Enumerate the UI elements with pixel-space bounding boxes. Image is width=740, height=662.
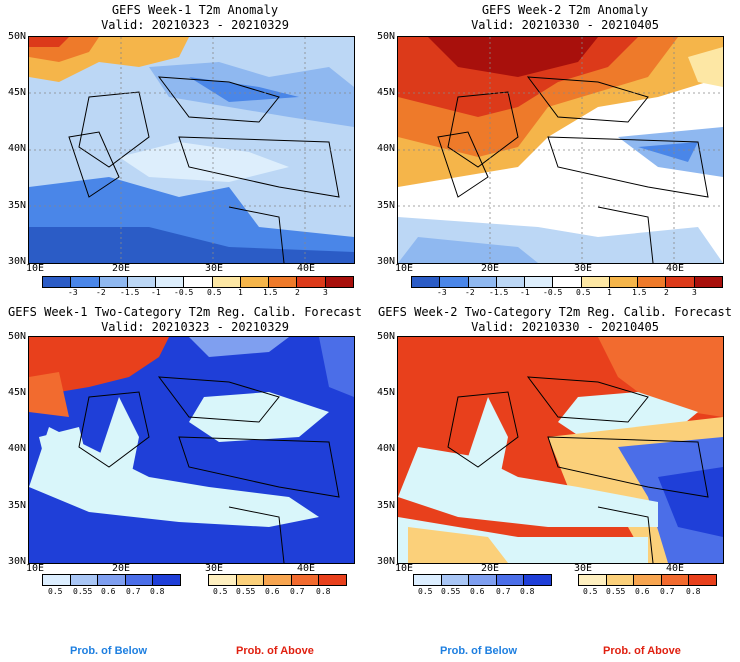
colorbar-tick: 0.5 [48,587,63,596]
y-label: 30N [7,556,26,567]
y-label: 35N [7,200,26,211]
y-label: 50N [7,31,26,42]
colorbar-tick: 0.55 [441,587,461,596]
prob-above-label: Prob. of Above [603,645,681,657]
colorbar-tick: -2 [96,288,106,297]
y-label: 45N [7,387,26,398]
colorbar-tick: -0.5 [174,288,194,297]
y-label: 50N [376,31,395,42]
y-label: 40N [7,143,26,154]
colorbar-tick: 0.7 [290,587,305,596]
colorbar-tick: 0.6 [101,587,116,596]
x-label: 40E [666,263,685,274]
colorbar-tick: 0.7 [496,587,511,596]
panel-title: GEFS Week-1 T2m Anomaly [111,3,279,17]
colorbar-tick: 0.55 [73,587,93,596]
panel-title: GEFS Week-1 Two-Category T2m Reg. Calib.… [7,305,362,319]
colorbar-tick: -2 [465,288,475,297]
colorbar-tick: 0.5 [583,587,598,596]
panel-valid: Valid: 20210323 - 20210329 [101,18,289,32]
panel-valid: Valid: 20210323 - 20210329 [101,320,289,334]
x-label: 30E [205,563,224,574]
colorbar-tick: 0.7 [126,587,141,596]
colorbar-tick: 1.5 [263,288,278,297]
x-label: 10E [395,563,414,574]
prob-below-label: Prob. of Below [440,645,517,657]
panel-title: GEFS Week-2 Two-Category T2m Reg. Calib.… [377,305,732,319]
x-label: 10E [26,563,45,574]
y-label: 40N [376,443,395,454]
y-label: 35N [7,500,26,511]
x-label: 30E [574,263,593,274]
colorbar-tick: 0.8 [686,587,701,596]
below-colorbar [413,574,552,586]
anomaly-colorbar [411,276,723,288]
y-label: 30N [7,256,26,267]
colorbar-tick: 0.5 [213,587,228,596]
x-label: 40E [297,563,316,574]
anomaly-map [397,36,724,264]
colorbar-tick: -0.5 [543,288,563,297]
prob-below-label: Prob. of Below [70,645,147,657]
colorbar-tick: 0.6 [265,587,280,596]
colorbar-tick: 0.55 [236,587,256,596]
y-label: 45N [376,387,395,398]
colorbar-tick: -1.5 [120,288,140,297]
colorbar-tick: 0.6 [470,587,485,596]
colorbar-tick: -1 [151,288,161,297]
colorbar-tick: 0.6 [635,587,650,596]
x-label: 20E [112,263,131,274]
colorbar-tick: 1 [238,288,243,297]
x-label: 20E [481,563,500,574]
colorbar-tick: -3 [68,288,78,297]
colorbar-tick: 0.8 [150,587,165,596]
above-colorbar [208,574,347,586]
y-label: 35N [376,200,395,211]
colorbar-tick: 0.5 [207,288,222,297]
y-label: 40N [376,143,395,154]
x-label: 40E [297,263,316,274]
x-label: 10E [26,263,45,274]
colorbar-tick: 2 [295,288,300,297]
anomaly-map [28,36,355,264]
colorbar-tick: 3 [323,288,328,297]
colorbar-tick: 0.55 [606,587,626,596]
x-label: 30E [574,563,593,574]
x-label: 20E [481,263,500,274]
colorbar-tick: -1 [520,288,530,297]
x-label: 40E [666,563,685,574]
y-label: 45N [376,87,395,98]
colorbar-tick: 0.8 [520,587,535,596]
y-label: 30N [376,556,395,567]
colorbar-tick: 0.5 [576,288,591,297]
x-label: 10E [395,263,414,274]
y-label: 35N [376,500,395,511]
panel-title: GEFS Week-2 T2m Anomaly [481,3,649,17]
panel-valid: Valid: 20210330 - 20210405 [471,320,659,334]
colorbar-tick: 2 [664,288,669,297]
y-label: 50N [7,331,26,342]
anomaly-colorbar [42,276,354,288]
colorbar-tick: 3 [692,288,697,297]
y-label: 30N [376,256,395,267]
colorbar-tick: 0.8 [316,587,331,596]
x-label: 20E [112,563,131,574]
colorbar-tick: 1 [607,288,612,297]
prob-above-label: Prob. of Above [236,645,314,657]
colorbar-tick: 0.7 [660,587,675,596]
x-label: 30E [205,263,224,274]
colorbar-tick: -1.5 [489,288,509,297]
y-label: 50N [376,331,395,342]
colorbar-tick: 1.5 [632,288,647,297]
colorbar-tick: 0.5 [418,587,433,596]
colorbar-tick: -3 [437,288,447,297]
probability-map [397,336,724,564]
below-colorbar [42,574,181,586]
y-label: 40N [7,443,26,454]
above-colorbar [578,574,717,586]
panel-valid: Valid: 20210330 - 20210405 [471,18,659,32]
probability-map [28,336,355,564]
y-label: 45N [7,87,26,98]
